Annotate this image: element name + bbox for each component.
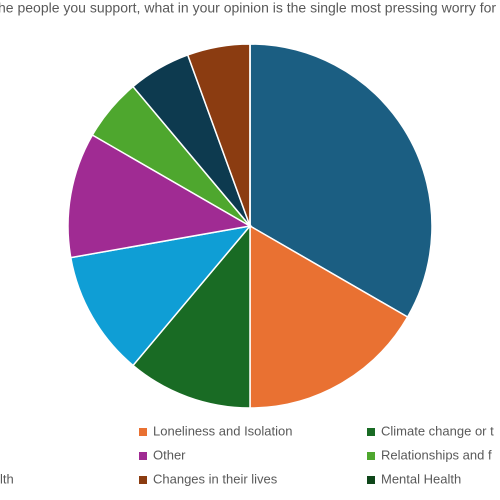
pie-slice — [67, 133, 253, 259]
legend-label: Mental Health — [381, 471, 461, 486]
legend-label: Relationships and f — [381, 447, 492, 462]
pie-slice — [249, 224, 409, 409]
legend-label: Changes in their lives — [153, 471, 278, 486]
legend-swatch — [367, 428, 375, 436]
legend-swatch — [139, 428, 147, 436]
legend-swatch — [367, 476, 375, 484]
legend-label: Loneliness and Isolation — [153, 423, 293, 438]
pie-slice — [249, 43, 433, 319]
pie-slice — [69, 224, 252, 367]
pie-slice — [131, 223, 251, 409]
legend-label: Other — [153, 447, 186, 462]
legend-swatch — [139, 476, 147, 484]
legend-label: Climate change or t — [381, 423, 494, 438]
legend-swatch — [139, 452, 147, 460]
legend-label: lth — [0, 471, 14, 486]
legend-swatch — [367, 452, 375, 460]
chart-title: he people you support, what in your opin… — [0, 0, 500, 16]
